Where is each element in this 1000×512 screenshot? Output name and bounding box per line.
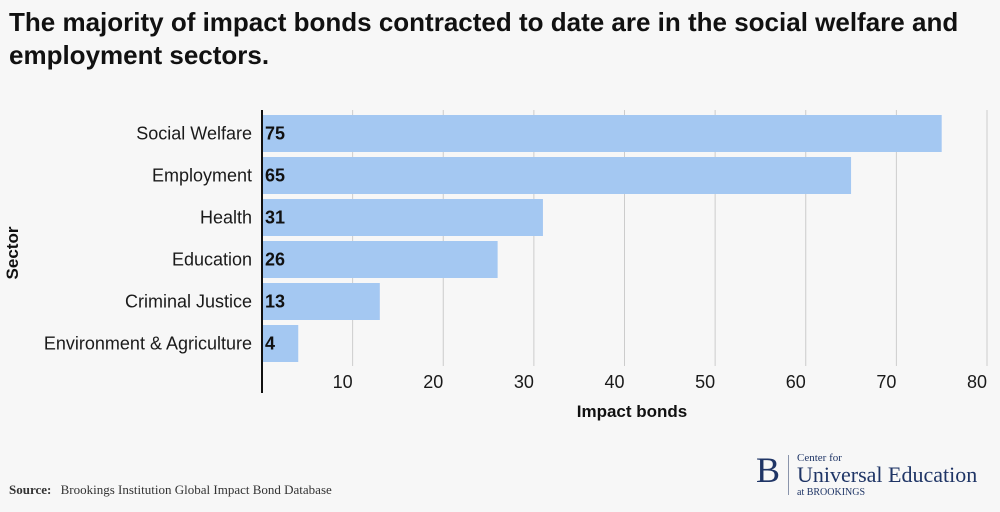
x-tick-label: 80 (967, 372, 987, 392)
x-tick-label: 70 (876, 372, 896, 392)
category-label: Social Welfare (136, 124, 252, 144)
x-tick-label: 50 (695, 372, 715, 392)
bar (262, 199, 543, 236)
value-label: 26 (265, 250, 285, 270)
x-tick-label: 10 (333, 372, 353, 392)
bar (262, 325, 299, 362)
bar-chart: Social Welfare Employment Health Education C… (3, 110, 988, 421)
value-labels: 75 65 31 26 13 4 (265, 124, 285, 354)
value-label: 75 (265, 124, 285, 144)
category-labels: Social Welfare Employment Health Education C… (44, 124, 252, 354)
source-label: Source: (9, 482, 52, 497)
brookings-logo: B Center for Universal Education at BROO… (756, 450, 991, 500)
logo-line-2: Universal Education (797, 462, 978, 487)
bar (262, 241, 498, 278)
value-label: 13 (265, 292, 285, 312)
x-tick-label: 40 (604, 372, 624, 392)
value-label: 4 (265, 334, 275, 354)
logo-line-1: Center for (797, 452, 842, 464)
source-note: Source: Brookings Institution Global Imp… (9, 482, 332, 498)
bars (262, 115, 942, 362)
logo-divider (788, 455, 789, 495)
category-label: Health (200, 208, 252, 228)
x-axis-title: Impact bonds (577, 402, 688, 421)
y-axis-title: Sector (3, 226, 22, 279)
value-label: 65 (265, 166, 285, 186)
bar (262, 283, 380, 320)
value-label: 31 (265, 208, 285, 228)
x-tick-label: 60 (786, 372, 806, 392)
logo-line-3: at BROOKINGS (797, 487, 866, 498)
source-text: Brookings Institution Global Impact Bond… (60, 482, 332, 497)
x-tick-label: 30 (514, 372, 534, 392)
x-tick-label: 20 (423, 372, 443, 392)
category-label: Employment (152, 166, 252, 186)
x-tick-labels: 10 20 30 40 50 60 70 80 (333, 372, 987, 392)
category-label: Education (172, 250, 252, 270)
logo-mark: B (756, 450, 781, 490)
bar (262, 157, 852, 194)
gridlines (352, 110, 988, 366)
category-label: Environment & Agriculture (44, 334, 252, 354)
bar (262, 115, 942, 152)
category-label: Criminal Justice (125, 292, 252, 312)
chart-title: The majority of impact bonds contracted … (9, 7, 959, 70)
